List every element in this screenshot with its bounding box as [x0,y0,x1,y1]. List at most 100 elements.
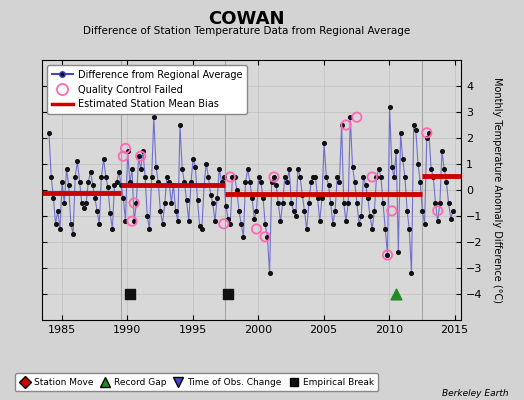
Point [125,291,134,297]
Point [315,218,324,224]
Point [200,182,209,188]
Point [254,174,263,180]
Point [224,215,232,222]
Point [257,179,265,185]
Point [280,174,289,180]
Point [403,208,411,214]
Point [75,179,84,185]
Point [440,166,449,172]
Point [241,179,249,185]
Point [381,226,389,232]
Point [110,182,118,188]
Point [104,184,112,190]
Point [235,208,243,214]
Point [60,200,69,206]
Point [259,194,267,201]
Point [331,208,340,214]
Point [270,174,278,180]
Point [246,179,254,185]
Point [187,179,195,185]
Point [337,122,346,128]
Point [141,174,149,180]
Point [320,140,328,146]
Point [398,156,407,162]
Point [215,166,223,172]
Point [309,174,318,180]
Point [163,174,171,180]
Point [165,179,173,185]
Point [228,174,237,180]
Point [130,218,138,224]
Point [226,220,234,227]
Point [300,208,309,214]
Point [267,179,276,185]
Point [158,220,167,227]
Point [385,104,394,110]
Point [123,148,132,154]
Point [106,210,114,216]
Point [171,208,180,214]
Point [152,163,160,170]
Point [224,291,232,297]
Point [95,220,103,227]
Point [397,130,405,136]
Point [344,200,353,206]
Point [204,174,213,180]
Point [149,114,158,120]
Text: COWAN: COWAN [208,10,285,28]
Point [174,218,182,224]
Point [237,220,245,227]
Point [351,179,359,185]
Point [82,200,91,206]
Point [375,166,383,172]
Point [156,208,165,214]
Point [287,200,296,206]
Point [86,168,95,175]
Point [340,200,348,206]
Point [438,148,446,154]
Point [407,270,416,276]
Point [318,194,326,201]
Point [113,179,121,185]
Point [346,114,354,120]
Point [51,220,60,227]
Point [239,234,248,240]
Point [119,194,127,201]
Point [442,179,451,185]
Point [78,200,86,206]
Point [252,208,260,214]
Point [418,208,427,214]
Point [311,174,320,180]
Point [322,174,331,180]
Point [121,218,129,224]
Point [145,226,154,232]
Point [47,174,56,180]
Point [383,252,391,258]
Point [388,163,396,170]
Point [100,156,108,162]
Point [252,226,260,232]
Point [89,182,97,188]
Point [405,226,413,232]
Point [326,200,335,206]
Point [217,179,226,185]
Point [130,200,138,206]
Point [189,156,197,162]
Point [128,166,136,172]
Point [62,166,71,172]
Point [335,179,344,185]
Y-axis label: Monthly Temperature Anomaly Difference (°C): Monthly Temperature Anomaly Difference (… [492,77,502,303]
Point [307,179,315,185]
Point [93,208,101,214]
Point [220,220,228,227]
Point [433,208,442,214]
Point [305,200,313,206]
Point [355,220,363,227]
Point [178,166,187,172]
Point [283,179,291,185]
Point [392,148,400,154]
Point [422,135,431,141]
Point [383,252,391,258]
Point [388,208,396,214]
Point [449,208,457,214]
